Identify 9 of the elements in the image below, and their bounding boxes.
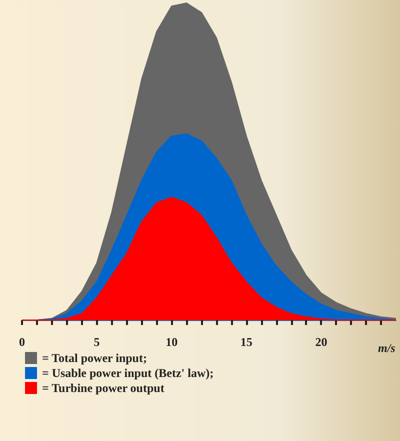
legend-label: = Total power input; xyxy=(42,351,147,365)
x-tick-label: 20 xyxy=(315,335,328,349)
legend-label: = Turbine power output xyxy=(42,381,164,395)
x-tick-label: 10 xyxy=(166,335,178,349)
x-axis-title: m/s xyxy=(378,341,396,355)
x-tick-label: 0 xyxy=(19,335,25,349)
x-tick-label: 5 xyxy=(94,335,100,349)
x-tick-label: 15 xyxy=(240,335,252,349)
legend-label: = Usable power input (Betz' law); xyxy=(42,366,214,380)
